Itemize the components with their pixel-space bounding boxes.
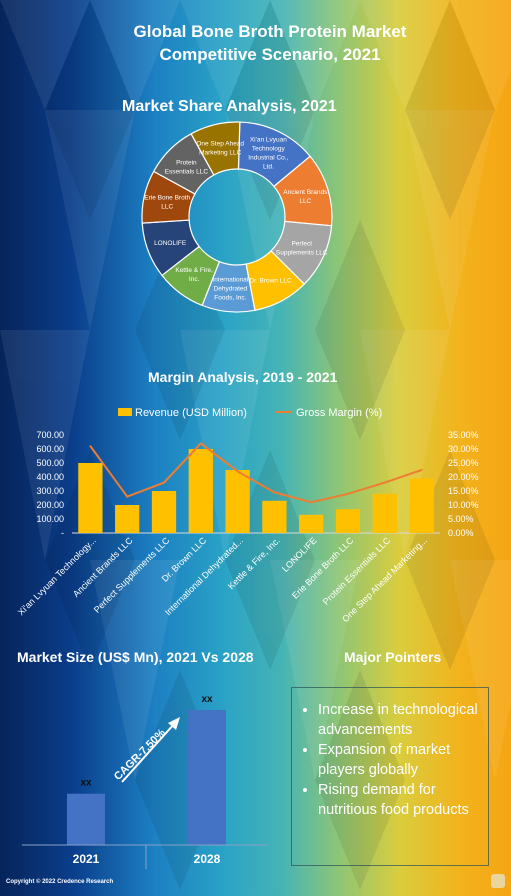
pointers-list: Increase in technological advancements E… xyxy=(292,700,488,820)
donut-slice-label: One Step Ahead Marketing LLC xyxy=(196,140,244,156)
revenue-bar xyxy=(151,491,177,533)
margin-combo-chart: Revenue (USD Million) Gross Margin (%) - 10… xyxy=(16,407,479,624)
y-tick-label: 400.00 xyxy=(36,472,64,482)
gross-margin-point xyxy=(310,501,313,504)
gross-margin-line xyxy=(89,442,422,504)
y2-tick-label: 25.00% xyxy=(448,458,479,468)
gross-margin-point xyxy=(199,442,202,445)
y2-tick-label: 30.00% xyxy=(448,444,479,454)
y2-tick-label: 10.00% xyxy=(448,500,479,510)
y-tick-label: 600.00 xyxy=(36,444,64,454)
corner-logo-icon xyxy=(491,874,505,888)
y2-tick-label: 20.00% xyxy=(448,472,479,482)
x-tick-label: Perfect Supplements LLC xyxy=(92,535,172,615)
gross-margin-point xyxy=(273,491,276,494)
donut-slice-label: International Dehydrated Foods, Inc. xyxy=(212,277,248,302)
market-share-donut-chart: Xi'an Lvyuan Technology Industrial Co., Ltd… xyxy=(141,121,333,313)
donut-slice-label: Kettle & Fire, Inc. xyxy=(175,267,213,283)
pointers-box: Increase in technological advancements E… xyxy=(291,687,489,866)
legend-label-margin: Gross Margin (%) xyxy=(296,407,382,419)
gross-margin-point xyxy=(89,445,92,448)
market-size-data-label: xx xyxy=(80,778,92,789)
gross-margin-point xyxy=(420,469,423,471)
gross-margin-point xyxy=(126,495,129,498)
page-title: Global Bone Broth Protein Market Competi… xyxy=(40,20,500,66)
y-tick-label: 300.00 xyxy=(36,486,64,496)
pointer-item: Expansion of market players globally xyxy=(318,740,488,780)
cagr-arrowhead-icon xyxy=(168,717,180,730)
margin-heading: Margin Analysis, 2019 - 2021 xyxy=(148,369,338,385)
market-size-bar xyxy=(67,793,105,845)
donut-slice-label: Protein Essentials LLC xyxy=(165,160,209,176)
y2-tick-label: 35.00% xyxy=(448,430,479,440)
y-tick-label: 700.00 xyxy=(36,430,64,440)
y2-tick-label: 15.00% xyxy=(448,486,479,496)
donut-slice-label: Dr. Brown LLC xyxy=(249,278,292,285)
legend-swatch-revenue xyxy=(118,408,132,416)
page-title-line2: Competitive Scenario, 2021 xyxy=(159,45,381,64)
x-tick-label: Protein Essentials LLC xyxy=(321,535,393,607)
pointer-item: Increase in technological advancements xyxy=(318,700,488,740)
market-size-year-label: 2021 xyxy=(73,852,100,866)
market-size-bar xyxy=(188,710,226,845)
gross-margin-point xyxy=(347,492,349,495)
y2-tick-label: 0.00% xyxy=(448,528,474,538)
revenue-bar xyxy=(225,470,250,533)
donut-slice-label: Erie Bone Broth LLC xyxy=(144,195,190,211)
gross-margin-point xyxy=(163,481,165,484)
y2-tick-label: 5.00% xyxy=(448,514,474,524)
market-size-data-label: xx xyxy=(201,694,213,705)
market-share-heading: Market Share Analysis, 2021 xyxy=(122,98,337,115)
legend-label-revenue: Revenue (USD Million) xyxy=(135,407,247,419)
donut-slice-label: Xi'an Lvyuan Technology Industrial Co., Ltd… xyxy=(248,137,288,171)
y-tick-label: 100.00 xyxy=(36,514,64,524)
page-title-line1: Global Bone Broth Protein Market xyxy=(133,22,407,41)
donut-slice xyxy=(190,121,241,176)
revenue-bar xyxy=(115,505,140,533)
market-size-heading: Market Size (US$ Mn), 2021 Vs 2028 xyxy=(17,649,254,665)
revenue-bar xyxy=(262,500,287,533)
y-tick-label: 500.00 xyxy=(36,458,64,468)
revenue-bar xyxy=(409,478,434,533)
donut-slice-label: Perfect Supplements LLC xyxy=(276,240,328,256)
gross-margin-point xyxy=(236,470,239,473)
cagr-label: CAGR-7.50% xyxy=(112,727,168,783)
market-size-year-label: 2028 xyxy=(194,852,221,866)
pointers-heading: Major Pointers xyxy=(344,649,442,665)
gross-margin-point xyxy=(383,481,386,484)
donut-slice-label: LONOLIFE xyxy=(154,240,187,247)
copyright-text: Copyright © 2022 Credence Research xyxy=(6,879,114,885)
y-tick-label: - xyxy=(61,528,64,538)
pointer-item: Rising demand for nutritious food produc… xyxy=(318,780,488,820)
revenue-bar xyxy=(299,514,324,533)
y-tick-label: 200.00 xyxy=(36,500,64,510)
donut-slice-label: Ancient Brands LLC xyxy=(283,189,328,205)
market-size-chart: xx 2021 xx 2028 CAGR-7.50% xyxy=(22,694,268,869)
revenue-bar xyxy=(78,463,103,533)
revenue-bar xyxy=(188,449,213,533)
revenue-bar xyxy=(335,509,361,533)
cagr-arrow-icon xyxy=(121,722,176,783)
x-tick-label: LONOLIFE xyxy=(280,535,319,574)
revenue-bar xyxy=(372,493,397,533)
x-tick-label: Erie Bone Broth LLC xyxy=(290,535,356,601)
